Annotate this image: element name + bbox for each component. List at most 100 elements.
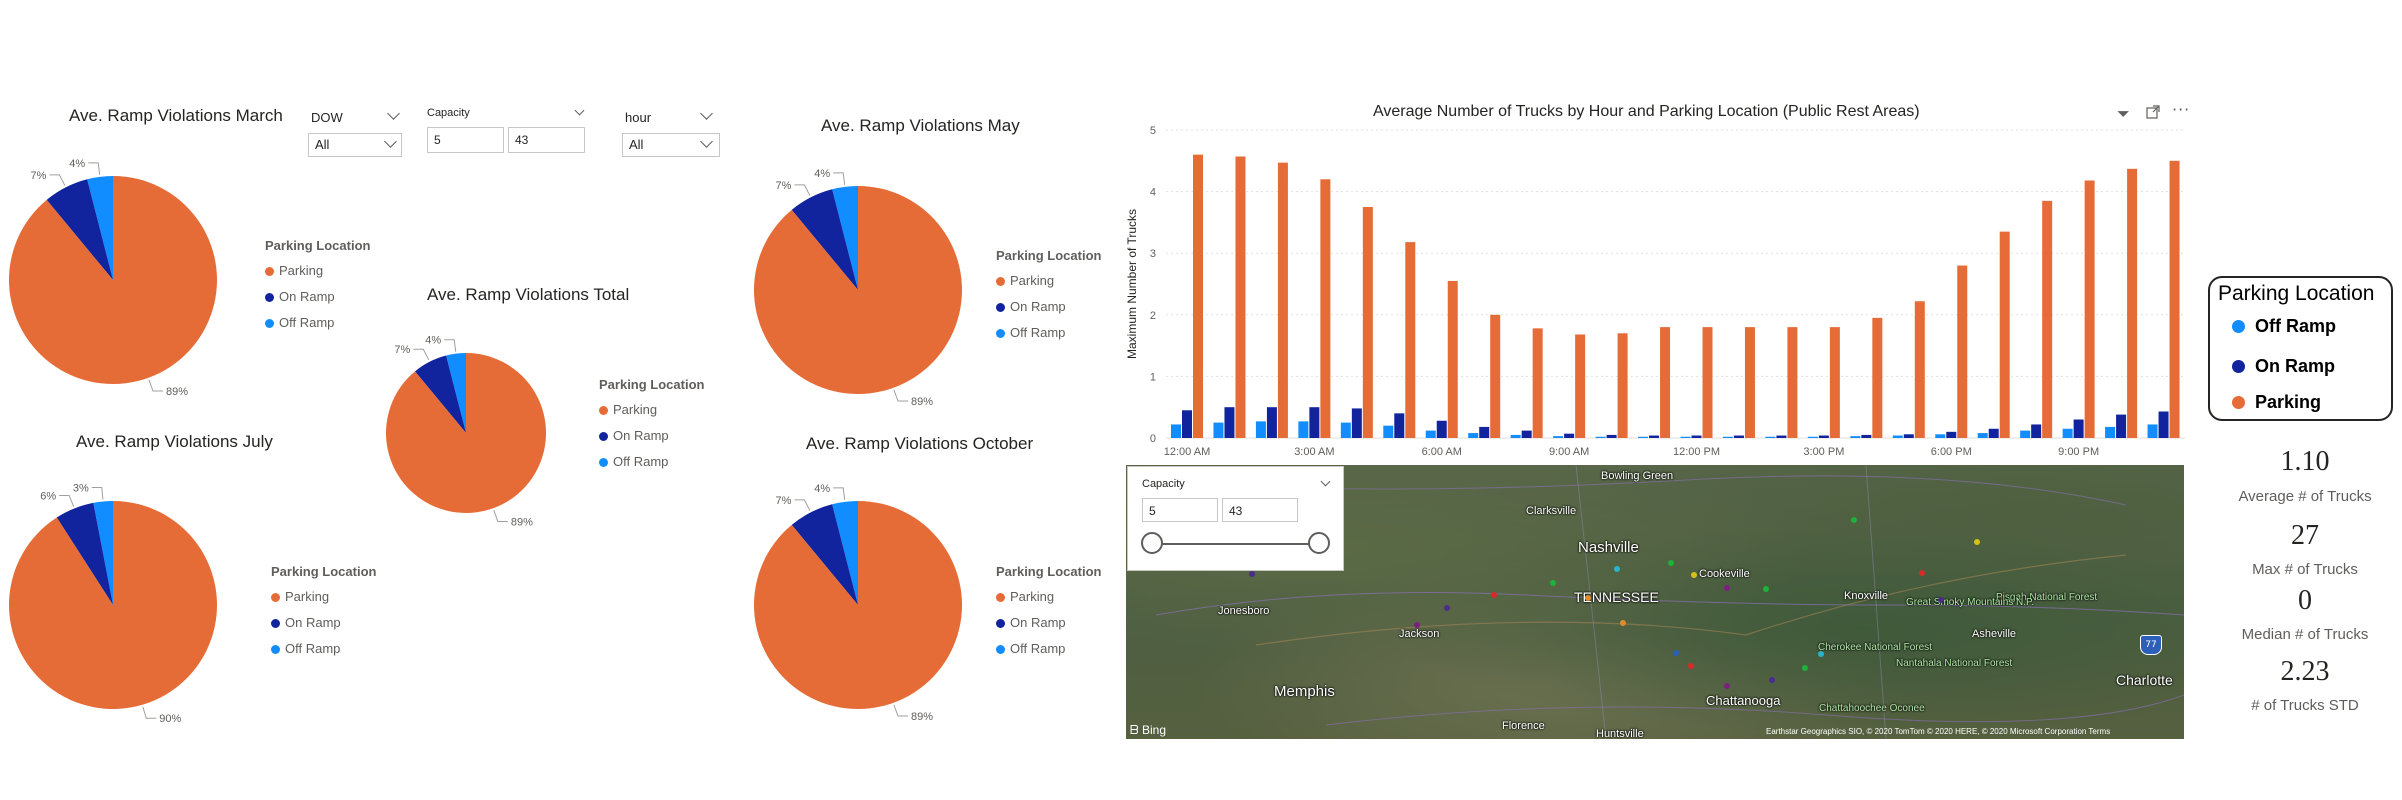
pie-chart-october[interactable]: 4% 7% 89% xyxy=(745,483,975,735)
bar-off-ramp[interactable] xyxy=(1340,422,1351,438)
bar-parking[interactable] xyxy=(1235,156,1246,438)
capacity-min-input[interactable]: 5 xyxy=(427,127,504,153)
map-marker[interactable] xyxy=(1691,572,1697,578)
bar-off-ramp[interactable] xyxy=(1425,430,1436,438)
map-marker[interactable] xyxy=(1769,677,1775,683)
map-capacity-min-input[interactable]: 5 xyxy=(1142,498,1218,522)
map-marker[interactable] xyxy=(1724,585,1730,591)
map-marker[interactable] xyxy=(1724,683,1730,689)
bar-on-ramp[interactable] xyxy=(1649,435,1660,438)
legend-item-parking[interactable]: Parking xyxy=(271,584,376,610)
bar-on-ramp[interactable] xyxy=(1818,435,1829,438)
bar-parking[interactable] xyxy=(1617,333,1628,438)
legend-item-on-ramp[interactable]: On Ramp xyxy=(599,423,704,449)
map-marker[interactable] xyxy=(1673,650,1679,656)
bar-on-ramp[interactable] xyxy=(1266,407,1277,438)
bar-on-ramp[interactable] xyxy=(2031,424,2042,438)
bar-parking[interactable] xyxy=(1362,207,1373,438)
bar-on-ramp[interactable] xyxy=(1606,434,1617,438)
bar-on-ramp[interactable] xyxy=(1224,407,1235,438)
pie-slice-off-ramp[interactable] xyxy=(93,501,113,605)
legend-item-parking[interactable]: Parking xyxy=(599,397,704,423)
bar-off-ramp[interactable] xyxy=(1722,436,1733,438)
legend-item-off-ramp[interactable]: Off Ramp xyxy=(2232,316,2336,337)
bar-parking[interactable] xyxy=(2084,180,2095,438)
legend-item-off-ramp[interactable]: Off Ramp xyxy=(996,320,1101,346)
bar-parking[interactable] xyxy=(1829,327,1840,438)
bar-on-ramp[interactable] xyxy=(2073,419,2084,438)
pie-slice-off-ramp[interactable] xyxy=(832,501,858,605)
bar-on-ramp[interactable] xyxy=(1861,434,1872,438)
pie-slice-off-ramp[interactable] xyxy=(446,353,466,433)
bar-parking[interactable] xyxy=(2042,200,2053,438)
bar-on-ramp[interactable] xyxy=(1182,410,1192,438)
hour-dropdown[interactable]: All xyxy=(622,133,720,157)
map-marker[interactable] xyxy=(1585,595,1591,601)
pie-slice-parking[interactable] xyxy=(754,501,962,709)
bar-on-ramp[interactable] xyxy=(1394,413,1405,438)
bar-on-ramp[interactable] xyxy=(2116,414,2127,438)
capacity-max-input[interactable]: 43 xyxy=(508,127,585,153)
map-marker[interactable] xyxy=(1938,597,1944,603)
more-options-icon[interactable]: ··· xyxy=(2172,100,2191,119)
map-marker[interactable] xyxy=(1491,592,1497,598)
legend-item-parking[interactable]: Parking xyxy=(2232,392,2321,413)
bar-off-ramp[interactable] xyxy=(1468,433,1479,438)
legend-item-off-ramp[interactable]: Off Ramp xyxy=(271,636,376,662)
bar-on-ramp[interactable] xyxy=(1351,408,1362,438)
pie-slice-on-ramp[interactable] xyxy=(46,179,114,280)
legend-item-parking[interactable]: Parking xyxy=(996,268,1101,294)
bar-parking[interactable] xyxy=(1787,327,1798,438)
bar-on-ramp[interactable] xyxy=(1988,428,1999,438)
filter-icon[interactable]: ⏷ xyxy=(2117,104,2130,123)
map-marker[interactable] xyxy=(1668,560,1674,566)
pie-slice-on-ramp[interactable] xyxy=(791,189,858,290)
legend-item-on-ramp[interactable]: On Ramp xyxy=(996,294,1101,320)
bar-off-ramp[interactable] xyxy=(1638,436,1649,438)
bar-on-ramp[interactable] xyxy=(1564,433,1575,438)
legend-item-off-ramp[interactable]: Off Ramp xyxy=(265,310,370,336)
bar-parking[interactable] xyxy=(1447,280,1458,438)
bar-off-ramp[interactable] xyxy=(2020,430,2031,438)
bar-off-ramp[interactable] xyxy=(2105,426,2116,438)
bar-on-ramp[interactable] xyxy=(1436,420,1447,438)
bar-off-ramp[interactable] xyxy=(1298,421,1309,438)
chevron-down-icon[interactable] xyxy=(1320,476,1331,487)
bar-parking[interactable] xyxy=(1999,231,2010,438)
focus-mode-icon[interactable] xyxy=(2146,104,2160,119)
legend-item-off-ramp[interactable]: Off Ramp xyxy=(599,449,704,475)
pie-slice-on-ramp[interactable] xyxy=(415,355,466,433)
map-attribution[interactable]: Earthstar Geographics SIO, © 2020 TomTom… xyxy=(1766,727,2111,736)
bar-parking[interactable] xyxy=(1957,265,1968,438)
bar-off-ramp[interactable] xyxy=(1595,436,1606,438)
bar-off-ramp[interactable] xyxy=(1977,433,1988,438)
map-marker[interactable] xyxy=(1249,571,1255,577)
bar-off-ramp[interactable] xyxy=(1255,421,1266,438)
legend-item-on-ramp[interactable]: On Ramp xyxy=(2232,356,2335,377)
pie-slice-parking[interactable] xyxy=(8,176,218,384)
bar-off-ramp[interactable] xyxy=(2147,424,2158,438)
capacity-slider-min-handle[interactable] xyxy=(1141,532,1163,554)
pie-slice-off-ramp[interactable] xyxy=(832,186,858,290)
bar-off-ramp[interactable] xyxy=(1892,435,1903,438)
bar-off-ramp[interactable] xyxy=(1171,424,1181,438)
map-marker[interactable] xyxy=(1919,570,1925,576)
map-marker[interactable] xyxy=(1550,580,1556,586)
map-marker[interactable] xyxy=(1614,566,1620,572)
bar-on-ramp[interactable] xyxy=(1776,435,1787,438)
bar-chart[interactable]: 0 1 2 3 4 5 Maximum Number of Trucks 12:00 AM 3:… xyxy=(1120,118,2190,463)
bar-parking[interactable] xyxy=(1702,327,1713,438)
bar-parking[interactable] xyxy=(1490,314,1501,438)
legend-item-off-ramp[interactable]: Off Ramp xyxy=(996,636,1101,662)
capacity-slider-track[interactable] xyxy=(1152,543,1318,545)
bar-off-ramp[interactable] xyxy=(1213,422,1224,438)
pie-chart-march[interactable]: 4% 7% 89% xyxy=(0,158,230,410)
bar-off-ramp[interactable] xyxy=(1765,436,1776,438)
bar-parking[interactable] xyxy=(1914,301,1925,438)
bar-parking[interactable] xyxy=(1320,179,1331,438)
map-capacity-max-input[interactable]: 43 xyxy=(1222,498,1298,522)
bar-parking[interactable] xyxy=(1575,334,1586,438)
bar-on-ramp[interactable] xyxy=(1309,407,1320,438)
bar-on-ramp[interactable] xyxy=(1479,426,1490,438)
chevron-down-icon[interactable] xyxy=(700,107,713,120)
